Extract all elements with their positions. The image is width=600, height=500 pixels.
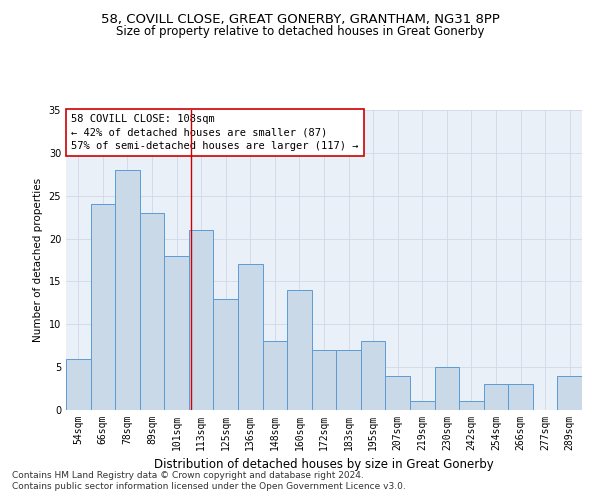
- Bar: [263, 342, 287, 410]
- Text: Contains HM Land Registry data © Crown copyright and database right 2024.: Contains HM Land Registry data © Crown c…: [12, 471, 364, 480]
- Bar: [336, 350, 361, 410]
- Bar: [164, 256, 189, 410]
- Bar: [189, 230, 214, 410]
- Bar: [508, 384, 533, 410]
- Text: Size of property relative to detached houses in Great Gonerby: Size of property relative to detached ho…: [116, 25, 484, 38]
- Bar: [66, 358, 91, 410]
- Bar: [434, 367, 459, 410]
- Bar: [115, 170, 140, 410]
- Bar: [287, 290, 312, 410]
- Text: 58, COVILL CLOSE, GREAT GONERBY, GRANTHAM, NG31 8PP: 58, COVILL CLOSE, GREAT GONERBY, GRANTHA…: [101, 12, 499, 26]
- Bar: [484, 384, 508, 410]
- Bar: [557, 376, 582, 410]
- Bar: [385, 376, 410, 410]
- Bar: [361, 342, 385, 410]
- Bar: [91, 204, 115, 410]
- Bar: [459, 402, 484, 410]
- Text: 58 COVILL CLOSE: 108sqm
← 42% of detached houses are smaller (87)
57% of semi-de: 58 COVILL CLOSE: 108sqm ← 42% of detache…: [71, 114, 359, 151]
- Bar: [214, 298, 238, 410]
- Bar: [410, 402, 434, 410]
- Bar: [140, 213, 164, 410]
- Text: Contains public sector information licensed under the Open Government Licence v3: Contains public sector information licen…: [12, 482, 406, 491]
- Bar: [312, 350, 336, 410]
- Bar: [238, 264, 263, 410]
- Y-axis label: Number of detached properties: Number of detached properties: [33, 178, 43, 342]
- X-axis label: Distribution of detached houses by size in Great Gonerby: Distribution of detached houses by size …: [154, 458, 494, 471]
